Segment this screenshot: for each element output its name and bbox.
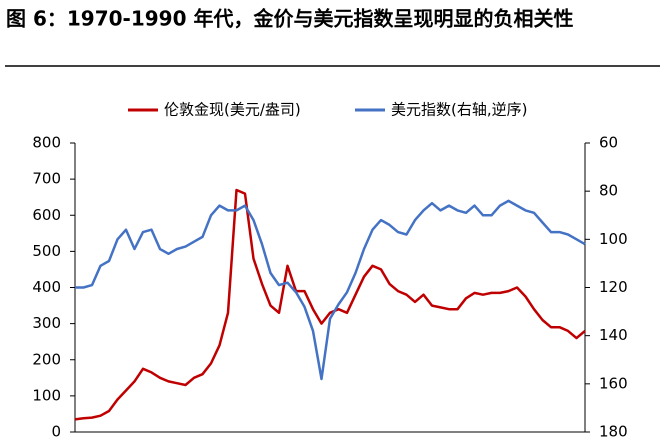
y-tick-label: 500 — [32, 242, 61, 260]
y-tick-label: 200 — [32, 350, 61, 368]
y-tick-label: 800 — [32, 134, 61, 152]
series-line — [75, 199, 586, 381]
legend-label: 伦敦金现(美元/盎司) — [164, 101, 301, 119]
y2-tick-label: 160 — [599, 374, 628, 392]
y2-tick-label: 120 — [599, 278, 628, 296]
chart-title: 图 6：1970-1990 年代，金价与美元指数呈现明显的负相关性 — [6, 7, 573, 31]
y-tick-label: 700 — [32, 170, 61, 188]
y2-tick-label: 140 — [599, 326, 628, 344]
series-line — [74, 188, 586, 421]
y-tick-label: 400 — [32, 278, 61, 296]
y2-tick-label: 60 — [599, 134, 618, 152]
y-tick-label: 100 — [32, 386, 61, 404]
y2-tick-label: 180 — [599, 423, 628, 441]
y-tick-label: 0 — [51, 423, 61, 441]
y-tick-label: 600 — [32, 206, 61, 224]
y-tick-label: 300 — [32, 314, 61, 332]
y2-tick-label: 80 — [599, 182, 618, 200]
legend-label: 美元指数(右轴,逆序) — [391, 101, 527, 119]
y2-tick-label: 100 — [599, 230, 628, 248]
